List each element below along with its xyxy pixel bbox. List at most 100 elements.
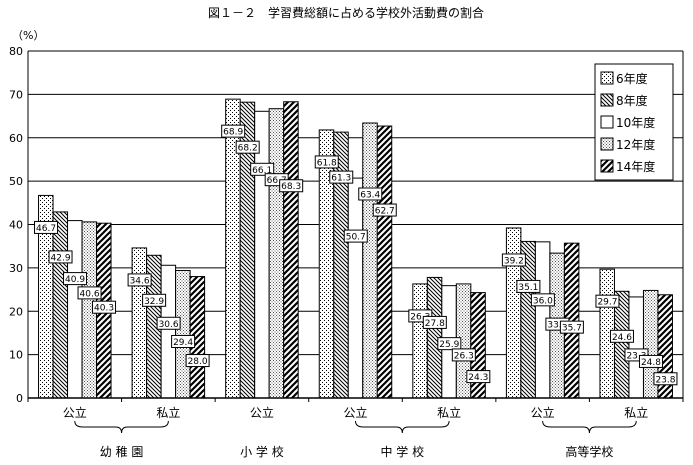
category-label: 公立 (531, 405, 555, 420)
data-label-box (437, 337, 462, 351)
legend-label: 6年度 (616, 71, 648, 86)
data-label: 34.6 (130, 276, 150, 286)
data-label: 25.9 (439, 340, 459, 350)
data-label-box (221, 124, 246, 138)
category-label: 公立 (343, 405, 367, 420)
y-tick-label: 0 (16, 392, 23, 405)
bar (412, 283, 428, 399)
data-label-box (92, 300, 117, 314)
data-label: 29.7 (597, 298, 617, 308)
data-label: 62.7 (375, 207, 395, 217)
legend-swatch (600, 159, 614, 173)
bar (347, 177, 364, 399)
data-label: 30.6 (159, 320, 179, 330)
bar (52, 211, 69, 399)
bar (254, 110, 270, 399)
data-labels: 46.7 42.9 40.9 40.6 40.3 34.6 32.9 30.6 29.4 28.0… (34, 124, 678, 386)
data-label-box (185, 354, 210, 368)
legend-swatch (600, 137, 614, 151)
data-label: 50.7 (346, 233, 366, 243)
data-label: 29.4 (173, 338, 193, 348)
data-label: 35.1 (518, 283, 538, 293)
data-label: 39.2 (504, 256, 524, 266)
data-label-box (530, 293, 555, 307)
data-label-box (156, 316, 181, 330)
bar (376, 125, 393, 399)
category-label: 私立 (437, 405, 461, 420)
axes (27, 50, 684, 402)
data-label: 61.3 (331, 174, 351, 184)
data-label: 63.4 (360, 191, 380, 201)
data-label: 26.3 (410, 312, 430, 322)
data-label: 40.9 (65, 275, 85, 285)
legend-label: 8年度 (616, 93, 648, 108)
chart-title: 図１－２ 学習費総額に占める学校外活動費の割合 (208, 5, 484, 20)
legend: 6年度 8年度 10年度 12年度 14年度 (594, 63, 674, 181)
data-label-box (314, 155, 339, 169)
group-bracket (355, 420, 450, 434)
data-label-box (250, 162, 275, 176)
legend-label: 12年度 (616, 137, 655, 152)
legend-label: 14年度 (616, 159, 655, 174)
bar (283, 101, 299, 399)
bar (67, 220, 83, 399)
data-label-box (595, 294, 620, 308)
y-tick-label: 20 (9, 305, 23, 318)
group-bracket (542, 420, 637, 434)
data-label: 68.3 (281, 182, 301, 192)
data-label-box (653, 372, 678, 386)
data-label-box (235, 140, 260, 154)
data-label: 32.9 (144, 297, 164, 307)
group-label: 小 学 校 (240, 444, 284, 459)
data-label-box (638, 354, 663, 368)
data-label: 61.8 (317, 158, 337, 168)
data-label-box (609, 329, 634, 343)
data-label-box (63, 272, 88, 286)
data-label: 66.1 (252, 166, 272, 176)
data-label-box (34, 220, 59, 234)
data-label: 24.3 (468, 373, 488, 383)
category-label: 私立 (624, 405, 648, 420)
y-tick-label: 60 (9, 132, 23, 145)
y-tick-label: 80 (9, 45, 23, 58)
group-label: 高等学校 (565, 444, 613, 459)
group-label: 幼 稚 園 (100, 445, 144, 459)
data-label: 24.8 (641, 358, 661, 368)
data-label: 36.0 (533, 296, 553, 306)
bar (268, 108, 285, 399)
data-label: 26.3 (454, 351, 474, 361)
data-label-box (451, 348, 476, 362)
legend-swatch (600, 71, 614, 85)
data-label-box (358, 187, 383, 201)
data-label: 35.7 (562, 324, 582, 334)
data-label: 66.7 (267, 176, 287, 186)
category-label: 公立 (63, 405, 87, 420)
y-tick-label: 10 (9, 349, 23, 362)
category-label: 公立 (250, 405, 274, 420)
bar (175, 269, 191, 399)
bar (628, 296, 644, 399)
data-label: 33.4 (547, 321, 567, 331)
data-label: 42.9 (51, 253, 71, 263)
group-labels: 幼 稚 園 小 学 校 中 学 校 高等学校 (74, 420, 637, 459)
data-label-box (516, 279, 541, 293)
y-tick-label: 70 (9, 88, 23, 101)
data-label-box (559, 320, 584, 334)
y-tick-label: 30 (9, 262, 23, 275)
y-tick-labels: 0 10 20 30 40 50 60 70 80 (9, 45, 23, 405)
legend-swatch (600, 93, 614, 107)
data-label: 40.3 (94, 304, 114, 314)
y-tick-label: 50 (9, 175, 23, 188)
category-label: 私立 (156, 405, 180, 420)
data-label: 28.0 (188, 357, 208, 367)
legend-swatch (600, 115, 614, 129)
bar (362, 122, 378, 399)
data-label-box (279, 179, 304, 193)
data-label-box (343, 229, 368, 243)
category-labels: 公立 私立 公立 公立 私立 公立 私立 (63, 405, 648, 420)
data-label-box (501, 253, 526, 267)
data-label-box (466, 370, 491, 384)
data-label-box (422, 315, 447, 329)
data-label: 68.2 (238, 144, 258, 154)
